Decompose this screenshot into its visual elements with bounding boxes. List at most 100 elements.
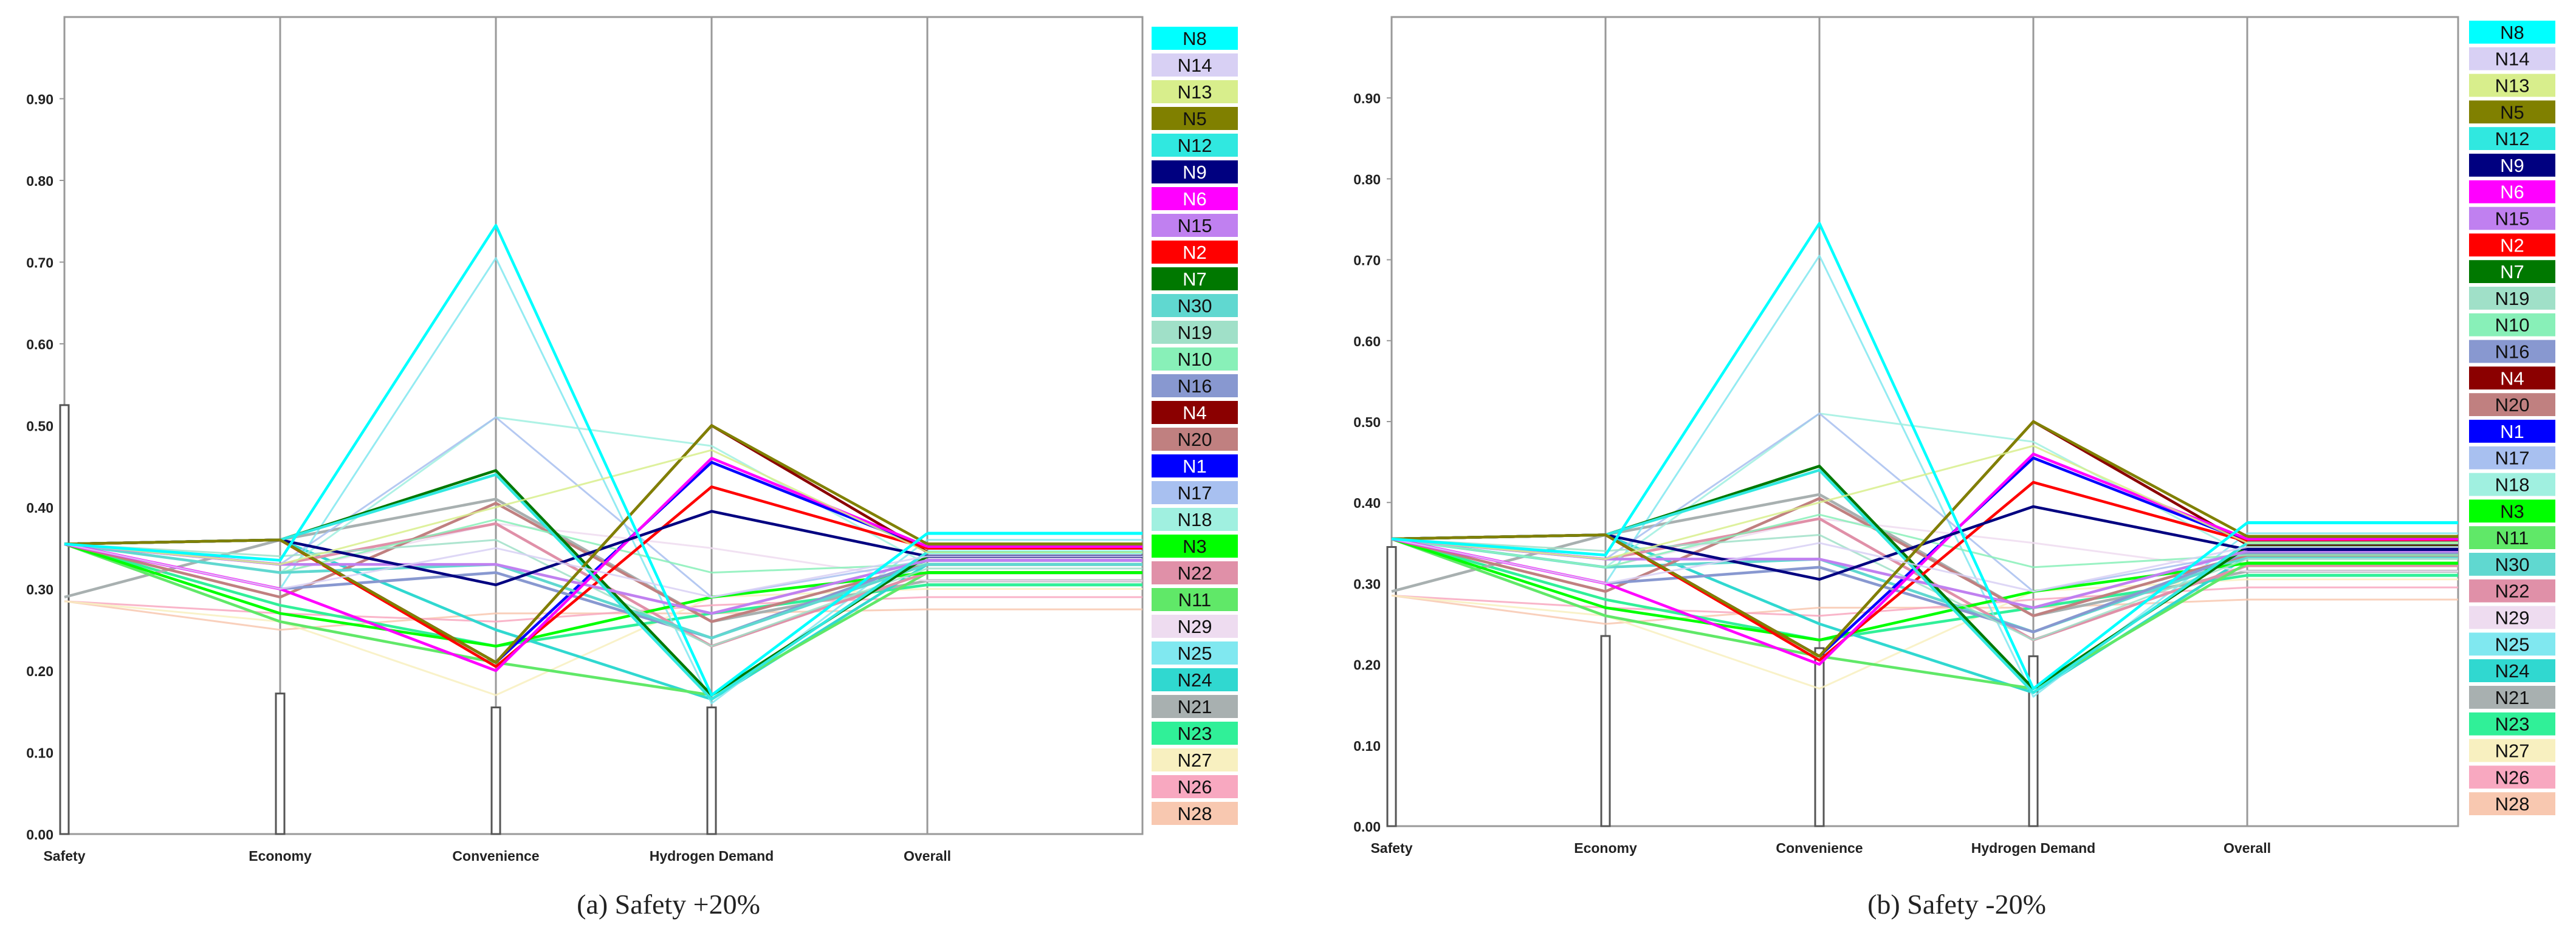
legend-label-n29: N29 bbox=[1178, 616, 1212, 637]
legend-swatch-n23 bbox=[1152, 722, 1238, 745]
series-line-n19 bbox=[64, 539, 928, 648]
legend-swatch-n2 bbox=[1152, 241, 1238, 264]
y-tick-label: 0.20 bbox=[26, 663, 53, 679]
legend-label-n7: N7 bbox=[1183, 268, 1207, 290]
legend-label-n13: N13 bbox=[1178, 81, 1212, 103]
legend-label-n7: N7 bbox=[2500, 261, 2524, 282]
legend-label-n2: N2 bbox=[2500, 234, 2524, 256]
legend-label-n30: N30 bbox=[2495, 554, 2530, 575]
legend-swatch-n30 bbox=[2469, 553, 2555, 576]
legend-label-n18: N18 bbox=[1178, 509, 1212, 530]
chart-panel-a: 0.00 0.10 0.20 0.30 0.40 0.50 0.60 0.70 0.80 0.90… bbox=[26, 16, 1238, 920]
series-line-n8 bbox=[1391, 222, 2248, 690]
legend-label-n23: N23 bbox=[1178, 723, 1212, 744]
legend-swatch-n22 bbox=[2469, 579, 2555, 603]
legend-label-n13: N13 bbox=[2495, 75, 2530, 97]
y-tick-label: 0.10 bbox=[1353, 738, 1381, 754]
y-tick-label: 0.50 bbox=[1353, 414, 1381, 430]
series-line-n3 bbox=[64, 542, 928, 648]
legend-label-n8: N8 bbox=[2500, 22, 2524, 43]
legend-swatch-n17 bbox=[2469, 446, 2555, 470]
series-line-n13 bbox=[64, 449, 928, 566]
legend-swatch-n8 bbox=[1152, 27, 1238, 50]
legend-swatch-n14 bbox=[2469, 47, 2555, 70]
series-line-n20 bbox=[64, 502, 928, 623]
legend-swatch-n20 bbox=[1152, 428, 1238, 451]
y-tick-label: 0.60 bbox=[1353, 333, 1381, 349]
legend-label-n19: N19 bbox=[1178, 322, 1212, 343]
legend-swatch-n9 bbox=[2469, 154, 2555, 177]
legend-swatch-n1 bbox=[2469, 420, 2555, 443]
legend-label-n24: N24 bbox=[2495, 660, 2530, 682]
legend-swatch-n25 bbox=[2469, 632, 2555, 656]
legend-label-n20: N20 bbox=[2495, 394, 2530, 416]
legend-label-n25: N25 bbox=[2495, 634, 2530, 655]
legend-swatch-n9 bbox=[1152, 160, 1238, 183]
legend-label-n24: N24 bbox=[1178, 669, 1212, 691]
legend-swatch-n21 bbox=[2469, 686, 2555, 709]
legend-swatch-n23 bbox=[2469, 712, 2555, 736]
y-tick-label: 0.60 bbox=[26, 337, 53, 352]
legend-label-n15: N15 bbox=[2495, 208, 2530, 230]
y-tick-label: 0.90 bbox=[26, 92, 53, 108]
legend-swatch-n3 bbox=[1152, 535, 1238, 558]
legend-label-n21: N21 bbox=[2495, 687, 2530, 708]
legend-label-n17: N17 bbox=[1178, 482, 1212, 504]
legend-swatch-n13 bbox=[2469, 74, 2555, 97]
legend-label-n11: N11 bbox=[1178, 589, 1212, 611]
axis-label: Economy bbox=[1574, 840, 1637, 856]
legend-swatch-n19 bbox=[1152, 321, 1238, 344]
legend-swatch-n12 bbox=[1152, 134, 1238, 157]
legend-label-n29: N29 bbox=[2495, 607, 2530, 629]
legend-swatch-n5 bbox=[2469, 100, 2555, 124]
legend-swatch-n10 bbox=[1152, 347, 1238, 371]
legend-swatch-n24 bbox=[1152, 668, 1238, 691]
legend-label-n25: N25 bbox=[1178, 643, 1212, 664]
legend-swatch-n11 bbox=[1152, 588, 1238, 611]
axis-histogram-bar bbox=[2028, 655, 2039, 827]
y-tick-label: 0.00 bbox=[1353, 819, 1381, 835]
series-line-n19 bbox=[1391, 534, 2248, 641]
legend-label-n10: N10 bbox=[1178, 349, 1212, 370]
axis-label: Hydrogen Demand bbox=[650, 848, 774, 864]
series-line-n14 bbox=[64, 543, 928, 598]
axis-label: Safety bbox=[1370, 840, 1412, 856]
legend-swatch-n3 bbox=[2469, 499, 2555, 523]
plot-frame bbox=[1390, 16, 2459, 827]
legend-label-n28: N28 bbox=[1178, 803, 1212, 824]
chart-b-svg: 0.00 0.10 0.20 0.30 0.40 0.50 0.60 0.70 0.80 0.90… bbox=[1353, 16, 2555, 856]
legend-label-n1: N1 bbox=[1183, 456, 1207, 477]
legend-swatch-n7 bbox=[2469, 260, 2555, 283]
series-line-n14 bbox=[1391, 538, 2248, 593]
legend-label-n12: N12 bbox=[2495, 128, 2530, 149]
legend-swatch-n16 bbox=[1152, 374, 1238, 397]
legend-swatch-n16 bbox=[2469, 340, 2555, 363]
legend-label-n2: N2 bbox=[1183, 242, 1207, 263]
legend-label-n5: N5 bbox=[2500, 101, 2524, 123]
legend-swatch-n18 bbox=[2469, 473, 2555, 496]
legend-swatch-n21 bbox=[1152, 695, 1238, 718]
y-tick-label: 0.30 bbox=[1353, 576, 1381, 592]
legend-label-n16: N16 bbox=[1178, 375, 1212, 397]
series-line-n21 bbox=[1391, 493, 2248, 617]
y-tick-label: 0.40 bbox=[1353, 495, 1381, 511]
legend-swatch-n20 bbox=[2469, 393, 2555, 416]
axis-label: Convenience bbox=[1776, 840, 1863, 856]
legend-swatch-n4 bbox=[2469, 366, 2555, 390]
legend-label-n5: N5 bbox=[1183, 108, 1207, 129]
legend-swatch-n2 bbox=[2469, 233, 2555, 257]
legend-label-n14: N14 bbox=[1178, 55, 1212, 76]
legend-swatch-n15 bbox=[1152, 214, 1238, 237]
legend-swatch-n10 bbox=[2469, 313, 2555, 337]
legend-label-n6: N6 bbox=[2500, 182, 2524, 203]
axis-histogram-bar bbox=[706, 706, 717, 835]
legend-swatch-n22 bbox=[1152, 561, 1238, 584]
legend-swatch-n4 bbox=[1152, 401, 1238, 424]
legend-label-n10: N10 bbox=[2495, 315, 2530, 336]
y-tick-label: 0.20 bbox=[1353, 657, 1381, 673]
y-tick-label: 0.80 bbox=[1353, 171, 1381, 187]
legend-swatch-n11 bbox=[2469, 526, 2555, 549]
series-line-n10 bbox=[1391, 513, 2248, 569]
axis-label: Overall bbox=[904, 848, 951, 864]
legend-swatch-n17 bbox=[1152, 481, 1238, 504]
